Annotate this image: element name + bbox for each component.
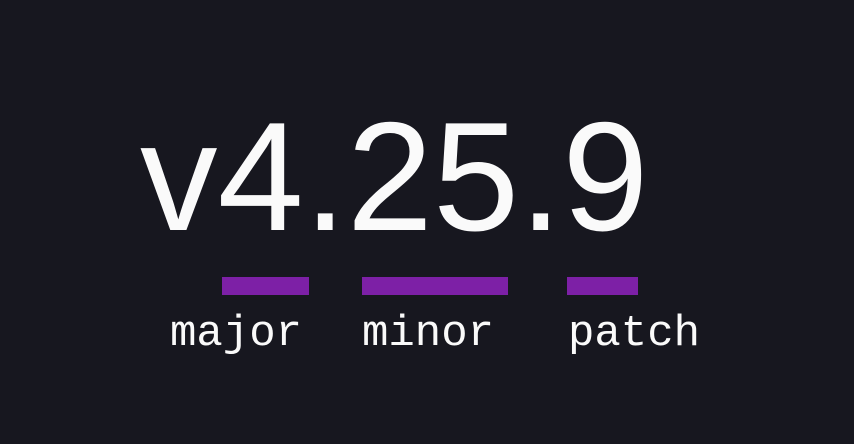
minor-label: minor <box>362 309 495 359</box>
version-number: v4.25.9 <box>140 90 649 263</box>
minor-underline-bar <box>362 277 508 295</box>
patch-label: patch <box>568 309 701 359</box>
patch-underline-bar <box>567 277 638 295</box>
major-label: major <box>170 309 303 359</box>
major-underline-bar <box>222 277 309 295</box>
